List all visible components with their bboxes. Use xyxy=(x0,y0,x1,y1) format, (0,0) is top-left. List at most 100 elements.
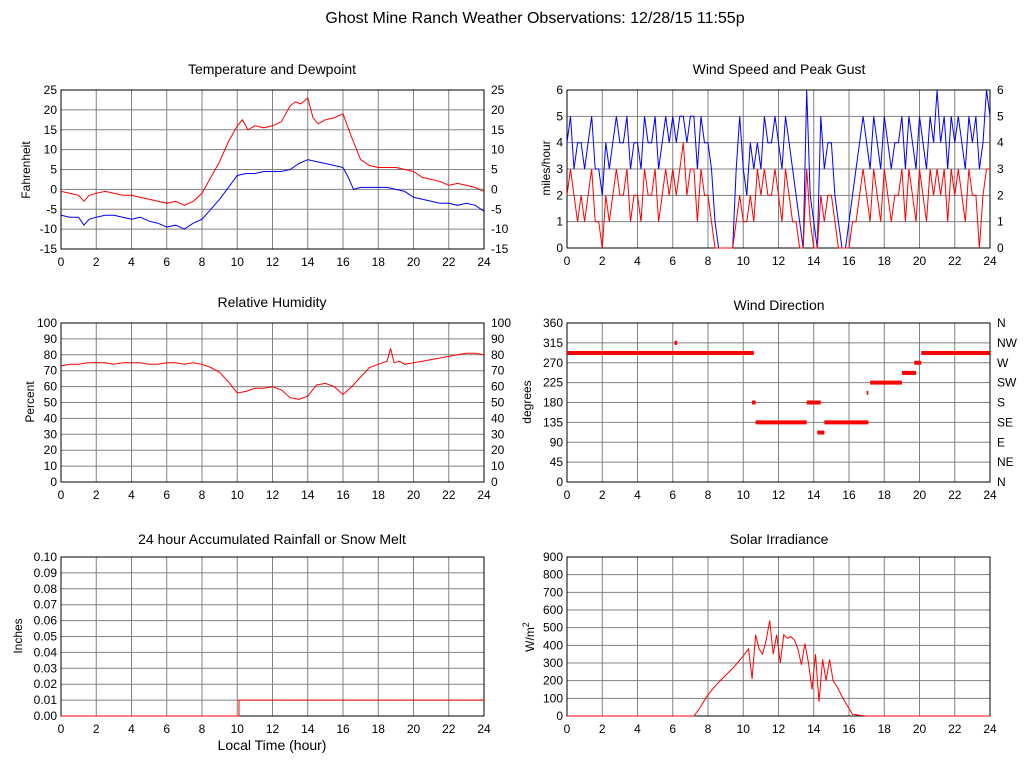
x-tick-label: 24 xyxy=(983,488,997,502)
right-tick-label: 40 xyxy=(491,411,505,425)
right-tick-label: 0 xyxy=(491,475,498,489)
series-line-0 xyxy=(566,89,991,249)
right-tick-label: NE xyxy=(997,455,1014,469)
x-tick-label: 14 xyxy=(807,722,821,736)
y-tick-label: 0 xyxy=(556,709,563,723)
x-tick-label: 18 xyxy=(878,488,892,502)
y-tick-label: 0.06 xyxy=(34,614,58,628)
x-tick-label: 24 xyxy=(983,722,997,736)
right-tick-label: 50 xyxy=(491,396,505,410)
right-tick-label: 100 xyxy=(491,316,511,330)
y-tick-label: 2 xyxy=(556,188,563,202)
x-axis-label: Local Time (hour) xyxy=(218,737,327,753)
y-axis-label: miles/hour xyxy=(539,140,553,195)
y-tick-label: 4 xyxy=(556,136,563,150)
y-axis-label: W/m2 xyxy=(521,622,537,652)
y-axis-label-text: W/m xyxy=(523,627,537,652)
right-tick-label: 10 xyxy=(491,143,505,157)
right-tick-label: SW xyxy=(997,376,1017,390)
y-tick-label: 10 xyxy=(44,459,58,473)
right-tick-label: 30 xyxy=(491,427,505,441)
x-tick-label: 20 xyxy=(913,488,927,502)
y-tick-label: 600 xyxy=(543,603,563,617)
x-tick-label: 14 xyxy=(807,254,821,268)
y-tick-label: 0.05 xyxy=(34,630,58,644)
figure-title: Ghost Mine Ranch Weather Observations: 1… xyxy=(325,10,744,27)
right-tick-label: 1 xyxy=(997,215,1004,229)
x-tick-label: 22 xyxy=(948,722,962,736)
x-tick-label: 22 xyxy=(442,255,456,269)
right-tick-label: W xyxy=(997,356,1009,370)
x-tick-label: 2 xyxy=(93,722,100,736)
x-tick-label: 10 xyxy=(231,722,245,736)
y-tick-label: 200 xyxy=(543,674,563,688)
chart-title: Temperature and Dewpoint xyxy=(188,61,356,77)
right-tick-label: 2 xyxy=(997,188,1004,202)
x-tick-label: 24 xyxy=(983,254,997,268)
x-tick-label: 8 xyxy=(199,488,206,502)
x-tick-label: 24 xyxy=(477,722,491,736)
x-tick-label: 12 xyxy=(266,488,280,502)
x-tick-label: 12 xyxy=(772,488,786,502)
y-tick-label: -10 xyxy=(40,222,58,236)
right-tick-label: 20 xyxy=(491,103,505,117)
x-tick-label: 22 xyxy=(948,254,962,268)
y-tick-label: 900 xyxy=(543,550,563,564)
x-tick-label: 4 xyxy=(128,255,135,269)
x-tick-label: 8 xyxy=(705,488,712,502)
x-tick-label: 4 xyxy=(128,488,135,502)
right-tick-label: 20 xyxy=(491,443,505,457)
right-tick-label: 10 xyxy=(491,459,505,473)
x-tick-label: 22 xyxy=(442,488,456,502)
y-axis-label: degrees xyxy=(520,380,534,423)
x-tick-label: 18 xyxy=(372,255,386,269)
x-tick-label: 18 xyxy=(372,722,386,736)
y-tick-label: 0 xyxy=(556,475,563,489)
y-tick-label: 315 xyxy=(543,336,563,350)
x-tick-label: 4 xyxy=(634,722,641,736)
x-tick-label: 12 xyxy=(266,722,280,736)
y-tick-label: 60 xyxy=(44,380,58,394)
x-tick-label: 6 xyxy=(669,254,676,268)
y-tick-label: 800 xyxy=(543,568,563,582)
x-tick-label: 4 xyxy=(634,488,641,502)
right-tick-label: 60 xyxy=(491,380,505,394)
y-tick-label: 0.07 xyxy=(34,598,58,612)
x-tick-label: 14 xyxy=(807,488,821,502)
y-tick-label: 270 xyxy=(543,356,563,370)
x-tick-label: 2 xyxy=(93,255,100,269)
y-tick-label: 5 xyxy=(50,163,57,177)
y-tick-label: 225 xyxy=(543,376,563,390)
x-tick-label: 2 xyxy=(599,488,606,502)
right-tick-label: 0 xyxy=(491,182,498,196)
series-line-0 xyxy=(61,699,484,717)
chart-title: Wind Speed and Peak Gust xyxy=(693,61,866,77)
plot-frame xyxy=(566,322,991,483)
x-tick-label: 14 xyxy=(301,255,315,269)
plot-frame xyxy=(60,556,485,717)
x-tick-label: 24 xyxy=(477,255,491,269)
right-tick-label: 3 xyxy=(997,162,1004,176)
x-tick-label: 8 xyxy=(199,255,206,269)
x-tick-label: 2 xyxy=(93,488,100,502)
y-tick-label: 100 xyxy=(543,691,563,705)
y-tick-label: 0.08 xyxy=(34,582,58,596)
x-tick-label: 0 xyxy=(564,254,571,268)
chart-title: Solar Irradiance xyxy=(730,531,829,547)
x-tick-label: 20 xyxy=(407,488,421,502)
y-tick-label: 10 xyxy=(44,143,58,157)
plot-area: 0 2 4 6 8 10 12 14 16 18 20 22 240 01 12 23 34 45 56 6 xyxy=(556,83,1004,268)
y-tick-label: 45 xyxy=(550,455,564,469)
y-tick-label: -5 xyxy=(46,202,57,216)
x-tick-label: 10 xyxy=(231,255,245,269)
x-tick-label: 16 xyxy=(336,255,350,269)
y-tick-label: 0 xyxy=(556,241,563,255)
y-tick-label: 20 xyxy=(44,103,58,117)
right-tick-label: N xyxy=(997,475,1006,489)
plot-area: 0 2 4 6 8 10 12 14 16 18 20 22 240.000.010.020.030.0… xyxy=(34,550,491,736)
x-tick-label: 2 xyxy=(599,254,606,268)
x-tick-label: 0 xyxy=(58,488,65,502)
y-tick-label: 30 xyxy=(44,427,58,441)
x-tick-label: 0 xyxy=(564,488,571,502)
